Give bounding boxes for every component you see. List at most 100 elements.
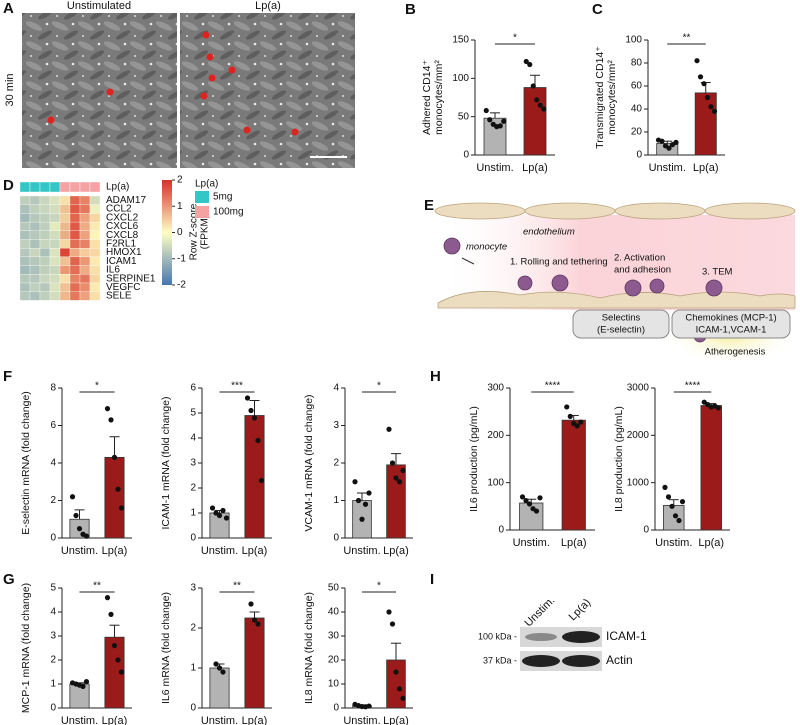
data-point — [527, 61, 533, 68]
heatmap-cell — [89, 204, 101, 214]
heatmap-cell — [49, 291, 61, 301]
heatmap-cell — [49, 204, 61, 214]
group-cell — [49, 181, 61, 193]
gene-label: VEGFC — [106, 282, 140, 293]
data-point — [389, 621, 396, 627]
heatmap-cell — [49, 282, 61, 292]
data-point — [389, 460, 396, 466]
heatmap-cell — [29, 265, 41, 275]
heatmap-cell — [39, 230, 51, 240]
label: and adhesion — [614, 265, 671, 276]
label: Chemokines (MCP-1) — [685, 313, 776, 324]
x-tick-label: Lp(a) — [383, 715, 409, 725]
data-point — [104, 595, 111, 601]
label: 2. Activation — [614, 253, 665, 264]
y-tick-label: 4 — [333, 383, 339, 394]
x-tick-label: Lp(a) — [522, 162, 548, 174]
heatmap-cell — [29, 282, 41, 292]
y-tick-label: 1000 — [627, 477, 650, 488]
y-tick-label: 4 — [190, 433, 196, 444]
y-axis-label: IL6 mRNA (fold change) — [160, 592, 172, 704]
y-tick-label: 3 — [190, 458, 196, 469]
gene-label: CXCL8 — [106, 230, 139, 241]
data-point — [393, 475, 399, 481]
colorbar-tick-label: -2 — [177, 280, 186, 291]
heatmap-cell — [79, 195, 91, 205]
colorbar-label: (FPKM) — [200, 215, 211, 249]
heatmap-cell — [79, 274, 91, 284]
heatmap-cell — [79, 291, 91, 301]
data-point — [73, 512, 79, 519]
data-point — [386, 426, 392, 432]
data-point — [223, 515, 230, 521]
y-tick-label: 3 — [333, 420, 339, 431]
colorbar-tick-label: 2 — [177, 175, 183, 186]
data-point — [715, 405, 721, 411]
heatmap-cell — [89, 248, 101, 258]
data-point — [396, 686, 403, 692]
heatmap-cell — [69, 291, 81, 301]
y-tick-label: 2 — [50, 495, 56, 506]
data-point — [359, 516, 365, 522]
data-point — [255, 621, 261, 627]
x-tick-label: Unstim. — [201, 545, 238, 557]
heatmap-cell — [29, 204, 41, 214]
y-axis-label: E-selectin mRNA (fold change) — [20, 391, 32, 535]
panel-letter: H — [430, 368, 441, 385]
x-tick-label: Unstim. — [513, 537, 550, 549]
heatmap-cell — [59, 248, 71, 258]
heatmap-cell — [19, 256, 31, 266]
protein-label: ICAM-1 — [606, 629, 647, 643]
y-tick-label: 1 — [333, 495, 339, 506]
data-point — [108, 417, 114, 423]
y-tick-label: 40 — [328, 607, 340, 618]
heatmap-cell — [49, 265, 61, 275]
data-point — [115, 657, 121, 663]
y-tick-label: 300 — [487, 383, 504, 394]
data-point — [708, 104, 714, 110]
heatmap-cell — [49, 195, 61, 205]
data-point — [676, 517, 682, 524]
data-point — [386, 609, 392, 615]
heatmap-cell — [29, 230, 41, 240]
y-tick-label: 80 — [631, 58, 643, 69]
data-point — [701, 81, 707, 87]
heatmap-cell — [19, 213, 31, 223]
heatmap-cell — [49, 256, 61, 266]
label: (E-selectin) — [597, 325, 645, 336]
y-axis-label: Transmigrated CD14⁺ — [594, 46, 606, 149]
heatmap-cell — [39, 195, 51, 205]
data-point — [704, 94, 711, 101]
colorbar-tick-label: 1 — [177, 201, 183, 212]
data-point — [673, 139, 679, 145]
arrow — [461, 257, 475, 265]
heatmap-cell — [69, 230, 81, 240]
panel-letter: F — [3, 368, 12, 385]
legend-title: Lp(a) — [106, 182, 129, 193]
data-point — [258, 477, 265, 484]
heatmap-cell — [59, 282, 71, 292]
data-point — [76, 526, 83, 532]
marker-label: 37 kDa - — [483, 655, 517, 665]
legend-swatch — [195, 191, 209, 203]
heatmap-cell — [59, 256, 71, 266]
gene-label: CXCL6 — [106, 221, 139, 232]
y-axis-label: IL6 production (pg/mL) — [468, 406, 480, 512]
x-tick-label: Unstim. — [343, 545, 380, 557]
x-tick-label: Lp(a) — [102, 715, 128, 725]
y-tick-label: 200 — [487, 430, 504, 441]
data-point — [662, 484, 668, 490]
band — [525, 633, 557, 641]
band — [562, 655, 600, 667]
data-point — [483, 107, 489, 114]
heatmap-cell — [79, 265, 91, 275]
y-tick-label: 0 — [643, 525, 649, 536]
significance-label: *** — [231, 381, 243, 392]
data-point — [400, 467, 406, 474]
heatmap-cell — [19, 204, 31, 214]
data-point — [80, 683, 86, 690]
heatmap-cell — [69, 204, 81, 214]
x-tick-label: Unstim. — [201, 715, 238, 725]
y-axis-label: MCP-1 mRNA (fold change) — [20, 583, 32, 713]
y-tick-label: 100 — [625, 35, 642, 46]
